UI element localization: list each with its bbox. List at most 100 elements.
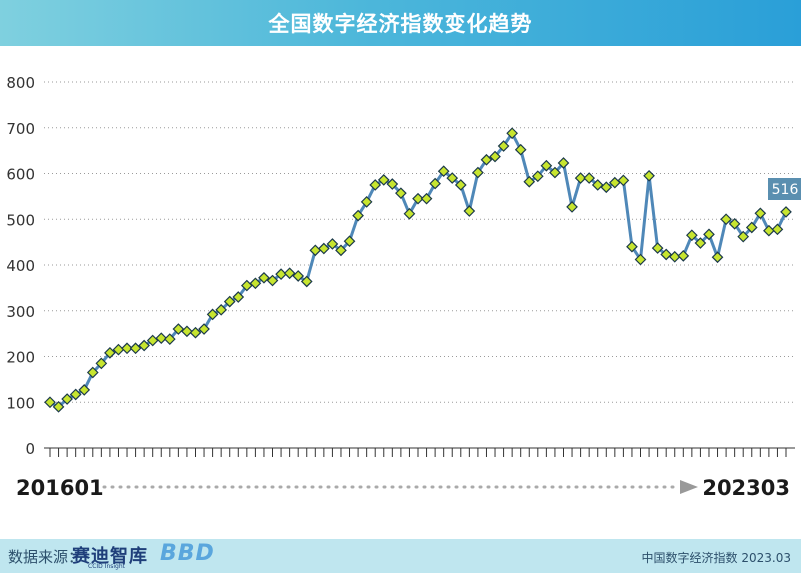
data-point-marker xyxy=(703,228,715,241)
data-point-marker xyxy=(660,248,673,261)
x-start-label: 201601 xyxy=(16,476,104,500)
data-point-marker xyxy=(617,174,630,187)
data-point-marker xyxy=(711,251,724,264)
data-point-marker xyxy=(309,244,322,257)
data-point-marker xyxy=(78,384,91,396)
data-point-marker xyxy=(249,277,262,290)
bbd-logo-text: BBD xyxy=(160,541,215,566)
footer-note: 中国数字经济指数 2023.03 xyxy=(641,551,791,565)
data-point-marker xyxy=(754,207,767,220)
data-point-marker xyxy=(600,181,613,194)
data-point-marker xyxy=(591,179,604,191)
data-point-marker xyxy=(472,166,484,179)
y-tick-label: 300 xyxy=(6,303,35,321)
data-point-marker xyxy=(292,270,305,282)
data-point-marker xyxy=(198,323,210,335)
data-point-marker xyxy=(352,209,364,222)
y-tick-label: 200 xyxy=(6,349,35,367)
data-point-marker xyxy=(574,172,587,184)
data-point-marker xyxy=(429,177,441,190)
data-point-marker xyxy=(223,295,236,308)
data-point-marker xyxy=(677,250,690,262)
data-point-marker xyxy=(566,201,578,213)
data-point-marker xyxy=(335,244,347,257)
data-point-marker xyxy=(643,169,655,182)
data-point-marker xyxy=(395,187,407,200)
data-points xyxy=(44,127,792,413)
footer-bar: 数据来源： 赛迪智库 CCID Insight BBD 中国数字经济指数 202… xyxy=(0,539,801,573)
data-point-marker xyxy=(420,192,433,205)
data-point-marker xyxy=(737,230,750,243)
data-point-marker xyxy=(745,221,758,234)
y-tick-label: 100 xyxy=(6,394,35,412)
data-point-marker xyxy=(549,166,561,179)
data-point-marker xyxy=(172,323,185,335)
data-point-marker xyxy=(446,172,459,184)
data-point-marker xyxy=(771,223,784,236)
data-point-marker xyxy=(377,174,390,186)
data-point-marker xyxy=(557,157,570,169)
gridlines xyxy=(44,81,795,403)
data-point-marker xyxy=(480,153,493,166)
data-point-marker xyxy=(275,268,287,280)
data-point-marker xyxy=(121,342,133,355)
y-tick-label: 400 xyxy=(6,257,35,275)
data-point-marker xyxy=(780,206,792,218)
data-point-marker xyxy=(360,196,373,208)
data-point-marker xyxy=(318,242,330,255)
data-point-marker xyxy=(686,229,698,242)
y-tick-label: 500 xyxy=(6,211,35,229)
data-point-marker xyxy=(258,271,270,284)
data-point-marker xyxy=(583,172,596,184)
y-tick-label: 700 xyxy=(6,120,35,138)
chart-title: 全国数字经济指数变化趋势 xyxy=(268,12,533,36)
data-point-marker xyxy=(206,308,219,321)
data-point-marker xyxy=(634,253,647,266)
y-axis-tick-labels: 0 100 200 300 400 500 600 700 800 xyxy=(6,74,35,458)
y-tick-label: 800 xyxy=(6,74,35,92)
timeline-arrowhead xyxy=(680,480,698,494)
data-point-marker xyxy=(497,140,510,152)
data-point-marker xyxy=(215,303,228,316)
data-point-marker xyxy=(181,325,193,338)
data-point-marker xyxy=(694,237,707,249)
x-end-label: 202303 xyxy=(702,476,790,500)
last-value-label: 516 xyxy=(772,182,799,198)
data-point-marker xyxy=(283,267,296,280)
data-point-marker xyxy=(454,179,467,191)
series-line xyxy=(49,131,788,409)
data-point-marker xyxy=(403,207,416,220)
data-point-marker xyxy=(463,205,476,217)
data-point-marker xyxy=(489,150,501,163)
data-point-marker xyxy=(138,339,150,352)
data-point-marker xyxy=(506,127,518,140)
data-point-marker xyxy=(61,393,73,405)
data-point-marker xyxy=(44,396,56,409)
data-point-marker xyxy=(104,346,116,359)
data-point-marker xyxy=(86,366,99,379)
x-axis-ticks xyxy=(49,448,787,457)
data-point-marker xyxy=(95,357,108,370)
data-point-marker xyxy=(163,333,176,345)
line-chart: 0 100 200 300 400 500 600 700 800 516 201601 202… xyxy=(6,74,801,500)
title-banner: 全国数字经济指数变化趋势 xyxy=(0,0,801,46)
data-point-marker xyxy=(129,342,142,355)
ccid-logo-text: 赛迪智库 xyxy=(72,546,148,567)
data-point-marker xyxy=(514,143,527,156)
y-tick-label: 600 xyxy=(6,166,35,184)
data-point-marker xyxy=(651,242,664,254)
data-point-marker xyxy=(155,332,168,345)
data-point-marker xyxy=(326,238,339,250)
data-point-marker xyxy=(412,192,424,205)
last-value-badge: 516 xyxy=(768,178,801,200)
data-point-marker xyxy=(189,326,202,339)
data-point-marker xyxy=(300,275,313,288)
data-point-marker xyxy=(626,240,638,253)
data-point-marker xyxy=(437,165,450,178)
data-point-marker xyxy=(266,274,279,287)
data-point-marker xyxy=(728,217,741,230)
data-point-marker xyxy=(69,388,82,401)
ccid-logo-subtext: CCID Insight xyxy=(88,563,126,570)
data-point-marker xyxy=(531,170,544,183)
data-point-marker xyxy=(763,224,775,237)
